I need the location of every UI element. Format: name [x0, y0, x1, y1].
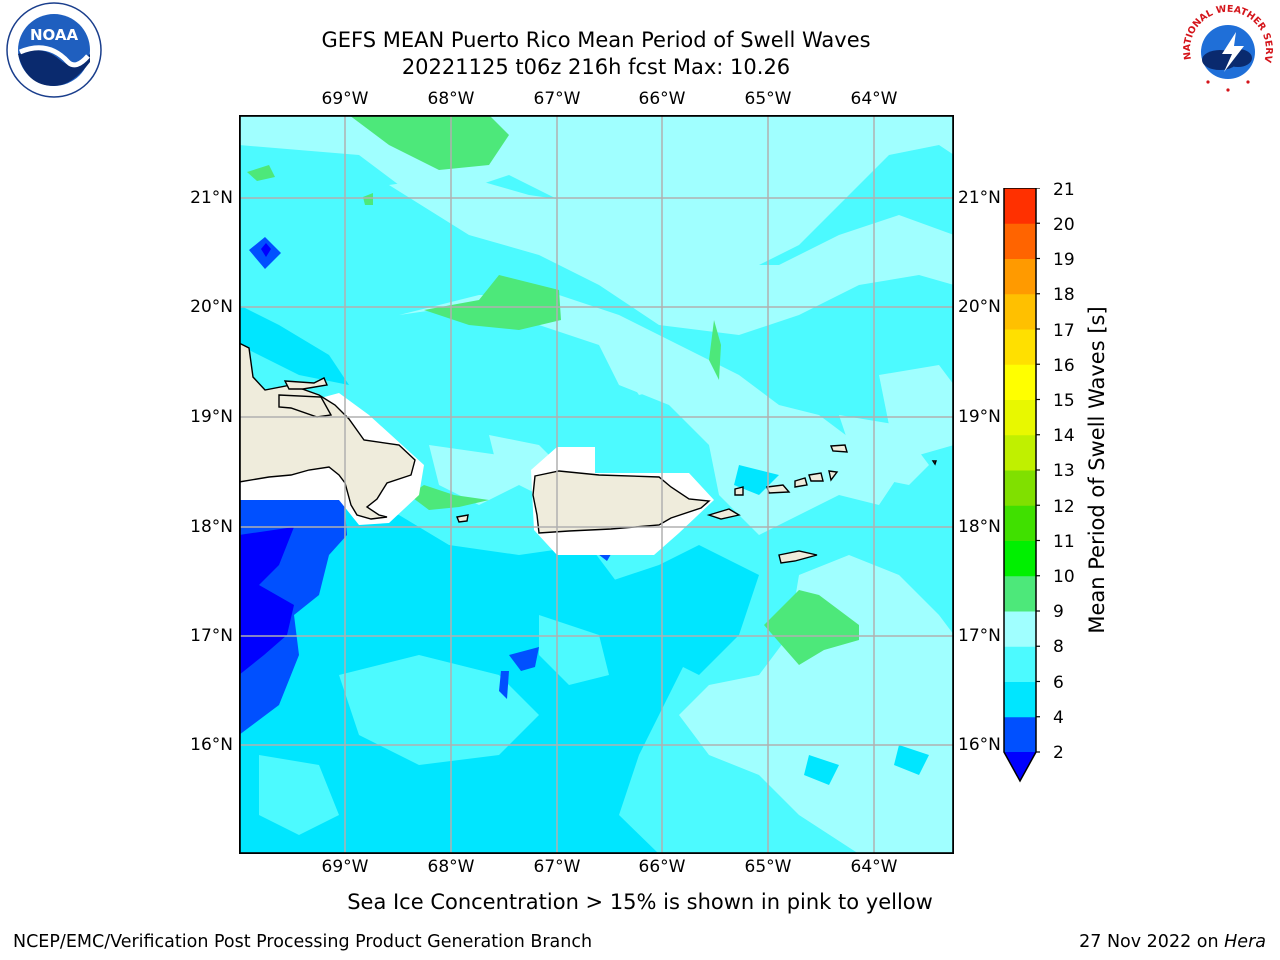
lon-label-bottom: 67°W [533, 857, 581, 877]
lon-label-bottom: 64°W [850, 857, 898, 877]
footer-credit: NCEP/EMC/Verification Post Processing Pr… [13, 932, 593, 952]
lon-label-top: 64°W [850, 89, 898, 109]
colorbar-frame [1003, 188, 1037, 783]
lat-label-right: 17°N [958, 626, 1001, 646]
colorbar-band [1004, 540, 1036, 577]
colorbar-tick-label: 8 [1053, 637, 1064, 657]
lat-label-left: 17°N [190, 626, 233, 646]
colorbar-tick-label: 17 [1053, 321, 1075, 341]
colorbar-band [1004, 681, 1036, 718]
colorbar-tick-label: 11 [1053, 532, 1075, 552]
colorbar-band [1004, 364, 1036, 400]
colorbar-tick-label: 15 [1053, 391, 1075, 411]
colorbar-tick-label: 4 [1053, 708, 1064, 728]
chart-title: GEFS MEAN Puerto Rico Mean Period of Swe… [321, 28, 871, 52]
lon-label-top: 66°W [638, 89, 686, 109]
colorbar-tick-label: 12 [1053, 497, 1075, 517]
colorbar-title: Mean Period of Swell Waves [s] [1085, 306, 1109, 634]
colorbar-tick-label: 9 [1053, 602, 1064, 622]
colorbar-band [1004, 329, 1036, 365]
colorbar-band [1004, 188, 1036, 224]
lat-label-right: 21°N [958, 188, 1001, 208]
colorbar-band [1004, 399, 1036, 436]
noaa-logo: NOAA [2, 2, 106, 102]
colorbar-under-arrow [1004, 752, 1036, 781]
footer-machine: Hera [1224, 932, 1266, 952]
lat-label-left: 21°N [190, 188, 233, 208]
lon-label-bottom: 65°W [744, 857, 792, 877]
lat-label-right: 16°N [958, 735, 1001, 755]
sea-ice-note: Sea Ice Concentration > 15% is shown in … [347, 890, 933, 914]
colorbar-tick-label: 10 [1053, 567, 1075, 587]
lat-label-right: 19°N [958, 407, 1001, 427]
land [239, 342, 937, 564]
colorbar-band [1004, 223, 1036, 259]
colorbar-band [1004, 470, 1036, 506]
lon-label-top: 65°W [744, 89, 792, 109]
lat-label-right: 20°N [958, 297, 1001, 317]
swell-period-map [239, 115, 954, 854]
footer-date: 27 Nov 2022 on Hera [1079, 932, 1266, 952]
lon-label-top: 67°W [533, 89, 581, 109]
colorbar-ticks [1036, 188, 1040, 753]
colorbar-band [1004, 611, 1036, 647]
colorbar-tick-label: 6 [1053, 673, 1064, 693]
colorbar-tick-label: 19 [1053, 250, 1075, 270]
contour-9-10 [247, 115, 859, 665]
colorbar-band [1004, 505, 1036, 541]
colorbar-tick-label: 21 [1053, 180, 1075, 200]
colorbar-tick-label: 16 [1053, 356, 1075, 376]
map-frame [239, 115, 954, 854]
colorbar-band [1004, 575, 1036, 612]
lon-label-top: 69°W [321, 89, 369, 109]
nws-logo: NATIONAL WEATHER SERVICE [1175, 0, 1278, 102]
lon-label-bottom: 69°W [321, 857, 369, 877]
noaa-logo-text: NOAA [30, 26, 79, 44]
lon-label-bottom: 66°W [638, 857, 686, 877]
lat-label-left: 16°N [190, 735, 233, 755]
chart-subtitle: 20221125 t06z 216h fcst Max: 10.26 [401, 55, 791, 79]
lat-label-left: 20°N [190, 297, 233, 317]
colorbar-bands [1004, 188, 1036, 781]
colorbar-band [1004, 434, 1036, 471]
colorbar-band [1004, 646, 1036, 682]
colorbar-band [1004, 293, 1036, 330]
colorbar-band [1004, 258, 1036, 295]
lat-label-left: 18°N [190, 517, 233, 537]
lat-label-left: 19°N [190, 407, 233, 427]
contour-under-2 [239, 243, 294, 675]
lon-label-bottom: 68°W [427, 857, 475, 877]
lat-label-right: 18°N [958, 517, 1001, 537]
colorbar-tick-label: 18 [1053, 285, 1075, 305]
footer-date-text: 27 Nov 2022 on [1079, 932, 1225, 952]
lon-label-top: 68°W [427, 89, 475, 109]
colorbar-tick-label: 13 [1053, 461, 1075, 481]
colorbar-tick-label: 20 [1053, 215, 1075, 235]
colorbar-tick-label: 14 [1053, 426, 1075, 446]
gridlines [239, 115, 954, 854]
colorbar [1003, 188, 1040, 783]
colorbar-band [1004, 716, 1036, 753]
colorbar-tick-label: 2 [1053, 743, 1064, 763]
